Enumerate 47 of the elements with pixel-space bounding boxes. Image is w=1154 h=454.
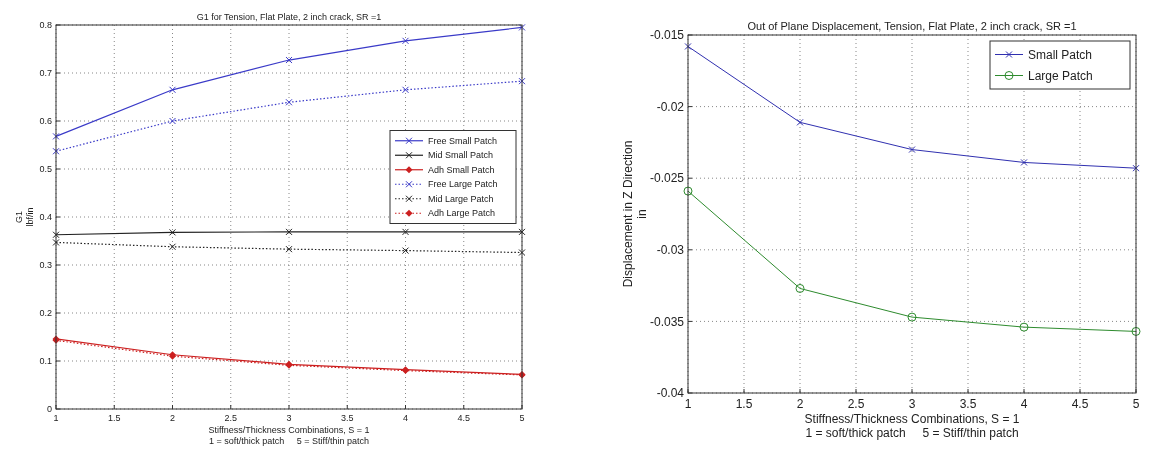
x-tick-label: 2.5 [847, 397, 865, 411]
x-tick-label: 4 [1020, 397, 1028, 411]
y-tick-label: 0.2 [39, 308, 52, 319]
y-tick-label: 0.5 [39, 164, 52, 175]
x-tick-label: 4 [402, 413, 409, 423]
y-tick-label: 0.1 [39, 356, 52, 367]
x-tick-label: 2.5 [224, 413, 238, 423]
y-tick-label: -0.035 [649, 314, 685, 329]
x-tick-label: 1.5 [735, 397, 753, 411]
y-tick-label: -0.03 [656, 243, 685, 257]
x-tick-label: 2 [169, 413, 176, 423]
legend-label: Small Patch [1028, 47, 1093, 62]
x-tick-label: 2 [796, 397, 804, 411]
x-tick-label: 1.5 [107, 413, 121, 423]
legend-label: Large Patch [1028, 68, 1093, 83]
chart-title: G1 for Tension, Flat Plate, 2 inch crack, SR =1 [196, 12, 382, 22]
y-axis-title: G1 lbf/in [14, 207, 35, 227]
y-tick-label: 0.6 [39, 116, 52, 127]
x-tick-label: 3 [908, 397, 916, 411]
x-tick-label: 1 [684, 397, 692, 411]
x-tick-label: 3.5 [959, 397, 977, 411]
x-tick-label: 3 [286, 413, 292, 423]
x-axis-title: Stiffness/Thickness Combinations, S = 1 1 = soft/thick patch 5 = Stiff/thin patch [804, 412, 1020, 440]
x-tick-label: 4.5 [1071, 397, 1089, 411]
x-tick-label: 3.5 [340, 413, 354, 423]
legend-label: Adh Large Patch [428, 208, 496, 219]
y-tick-label: -0.04 [656, 386, 685, 401]
y-tick-label: -0.015 [649, 28, 685, 43]
x-tick-label: 1 [53, 413, 59, 423]
y-tick-label: -0.02 [656, 99, 685, 114]
y-tick-label: 0.8 [39, 20, 52, 31]
legend-label: Mid Small Patch [428, 150, 494, 161]
y-tick-label: 0.4 [39, 212, 52, 223]
y-tick-label: 0.7 [39, 68, 52, 79]
x-tick-label: 4.5 [457, 413, 471, 423]
legend-label: Adh Small Patch [428, 164, 495, 175]
legend-label: Mid Large Patch [428, 193, 494, 204]
y-tick-label: -0.025 [649, 171, 685, 186]
legend-label: Free Small Patch [428, 135, 498, 146]
y-axis-title: Displacement in Z Direction in [621, 140, 649, 288]
x-tick-label: 5 [1132, 397, 1140, 411]
x-axis-title: Stiffness/Thickness Combinations, S = 1 1 = soft/thick patch 5 = Stiff/thin patch [208, 425, 370, 446]
y-tick-label: 0.3 [39, 260, 52, 271]
legend-label: Free Large Patch [428, 179, 498, 190]
y-tick-label: 0 [46, 404, 52, 415]
x-tick-label: 5 [519, 413, 525, 423]
chart-title: Out of Plane Displacement, Tension, Flat Plate, 2 inch crack, SR =1 [747, 20, 1077, 32]
